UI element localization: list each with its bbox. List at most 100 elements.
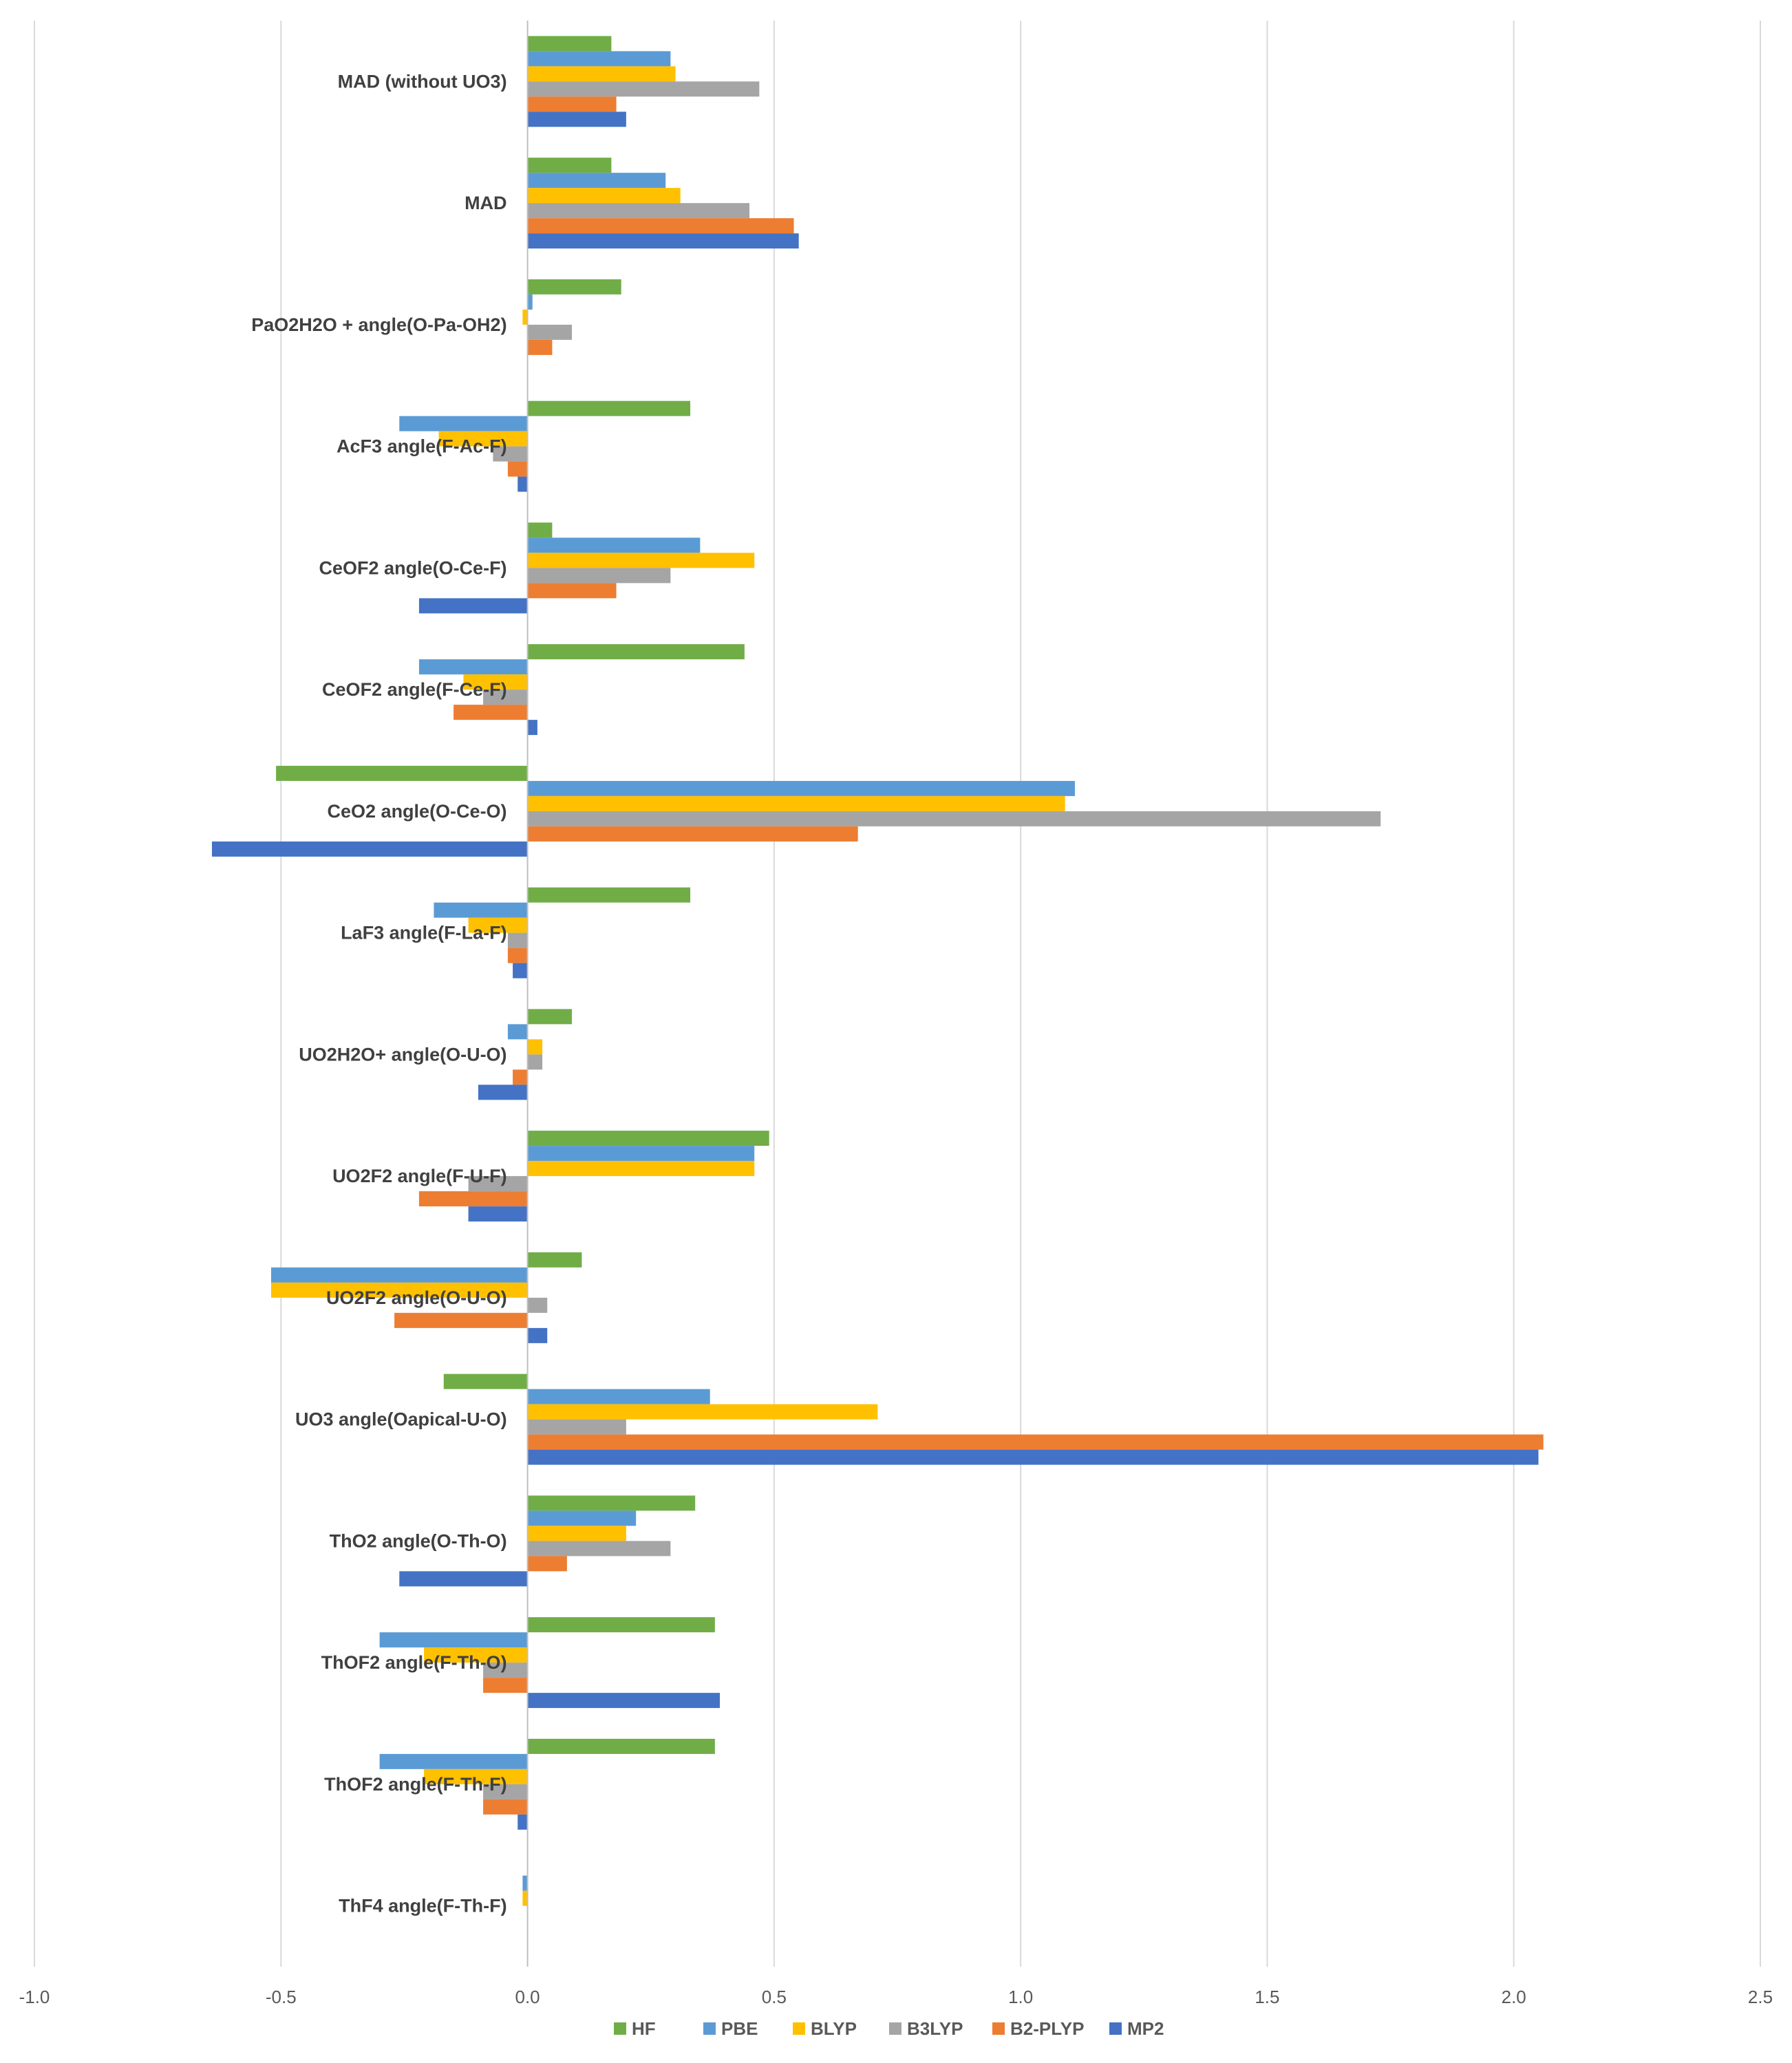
legend: HF PBE BLYP B3LYP B2-PLYP MP2 — [614, 2018, 1164, 2039]
bar-hf — [527, 1738, 715, 1754]
category-label: UO2F2 angle(F-U-F) — [332, 1166, 507, 1186]
bar-b2-plyp — [527, 1556, 567, 1572]
category-label: ThOF2 angle(F-Th-F) — [324, 1774, 506, 1795]
legend-label-b3lyp: B3LYP — [907, 2018, 963, 2039]
bar-b2-plyp — [527, 218, 794, 234]
bar-blyp — [522, 1890, 528, 1906]
x-tick-label: -1.0 — [19, 1987, 50, 2007]
bar-hf — [276, 765, 528, 781]
bar-hf — [527, 644, 745, 660]
legend-label-pbe: PBE — [721, 2018, 758, 2039]
bar-blyp — [527, 66, 676, 82]
bar-b2-plyp — [527, 826, 858, 842]
bar-blyp — [527, 1404, 878, 1420]
x-tick-label: 0.0 — [515, 1987, 540, 2007]
bar-hf — [527, 158, 612, 173]
bar-blyp — [527, 1161, 755, 1177]
bar-mp2 — [211, 841, 528, 857]
bar-hf — [527, 279, 621, 295]
bar-pbe — [527, 780, 1075, 796]
category-label: CeOF2 angle(F-Ce-F) — [322, 679, 507, 700]
bar-pbe — [527, 537, 701, 553]
bar-blyp — [527, 188, 681, 204]
category-label: AcF3 angle(F-Ac-F) — [337, 436, 507, 457]
category-label: UO3 angle(Oapical-U-O) — [295, 1409, 507, 1430]
bar-hf — [527, 1495, 696, 1511]
legend-swatch-mp2 — [1109, 2022, 1122, 2035]
bar-mp2 — [527, 720, 537, 736]
bar-mp2 — [527, 233, 799, 249]
legend-label-mp2: MP2 — [1127, 2018, 1164, 2039]
bar-b2-plyp — [527, 96, 617, 112]
category-label: MAD (without UO3) — [338, 71, 507, 92]
bar-pbe — [379, 1753, 528, 1769]
legend-swatch-hf — [614, 2022, 626, 2035]
legend-label-hf: HF — [632, 2018, 656, 2039]
legend-label-b2-plyp: B2-PLYP — [1010, 2018, 1084, 2039]
bar-hf — [527, 400, 691, 416]
bar-mp2 — [527, 1449, 1539, 1465]
x-tick-label: 2.0 — [1502, 1987, 1526, 2007]
bar-b3lyp — [507, 932, 528, 948]
bar-blyp — [522, 309, 528, 325]
bar-pbe — [270, 1267, 528, 1283]
bar-b2-plyp — [394, 1312, 528, 1328]
bar-pbe — [527, 173, 666, 189]
legend-swatch-b2-plyp — [992, 2022, 1005, 2035]
bar-blyp — [527, 795, 1065, 811]
bar-pbe — [418, 659, 528, 675]
bar-mp2 — [468, 1206, 528, 1222]
bar-b2-plyp — [527, 339, 553, 355]
bar-b3lyp — [527, 1297, 548, 1313]
bar-b3lyp — [527, 1419, 626, 1435]
bar-blyp — [424, 1647, 528, 1663]
gridlines — [34, 21, 1761, 1967]
bar-b3lyp — [527, 324, 573, 340]
bar-mp2 — [478, 1084, 528, 1100]
bar-b3lyp — [527, 568, 671, 584]
bar-hf — [527, 887, 691, 903]
bar-hf — [527, 1617, 715, 1633]
bar-b2-plyp — [527, 583, 617, 599]
bar-hf — [443, 1373, 528, 1389]
legend-swatch-pbe — [703, 2022, 716, 2035]
bar-b3lyp — [527, 203, 750, 219]
x-tick-label: 2.5 — [1748, 1987, 1773, 2007]
bar-pbe — [527, 1146, 755, 1162]
bar-pbe — [527, 51, 671, 67]
bar-b3lyp — [527, 81, 760, 97]
bar-blyp — [527, 1039, 543, 1055]
bar-b2-plyp — [418, 1191, 528, 1207]
x-tick-label: 1.0 — [1008, 1987, 1033, 2007]
bar-mp2 — [418, 598, 528, 614]
bar-pbe — [522, 1875, 528, 1891]
category-label: CeO2 angle(O-Ce-O) — [328, 801, 507, 822]
bar-b2-plyp — [454, 705, 528, 720]
category-label: MAD — [465, 193, 507, 213]
bar-hf — [527, 1252, 582, 1268]
bar-mp2 — [527, 1327, 548, 1343]
bar-pbe — [507, 1024, 528, 1040]
bar-pbe — [379, 1632, 528, 1648]
bar-b2-plyp — [527, 1434, 1544, 1450]
bar-pbe — [434, 902, 528, 918]
legend-swatch-blyp — [793, 2022, 805, 2035]
bar-b3lyp — [527, 811, 1381, 826]
bar-b2-plyp — [483, 1799, 528, 1815]
category-label: CeOF2 angle(O-Ce-F) — [319, 557, 507, 578]
bar-pbe — [399, 416, 528, 431]
bar-pbe — [527, 1389, 710, 1404]
bar-hf — [527, 1009, 573, 1025]
category-label: LaF3 angle(F-La-F) — [341, 923, 507, 943]
category-labels: MAD (without UO3) MAD PaO2H2O + angle(O-Pa… — [251, 71, 506, 1916]
bar-b3lyp — [527, 1541, 671, 1557]
category-label: ThF4 angle(F-Th-F) — [339, 1896, 506, 1916]
bar-blyp — [527, 1526, 626, 1541]
legend-swatch-b3lyp — [889, 2022, 902, 2035]
bar-b2-plyp — [483, 1678, 528, 1693]
bar-mp2 — [518, 1814, 528, 1830]
bar-pbe — [527, 1510, 637, 1526]
category-label: UO2H2O+ angle(O-U-O) — [299, 1044, 506, 1065]
